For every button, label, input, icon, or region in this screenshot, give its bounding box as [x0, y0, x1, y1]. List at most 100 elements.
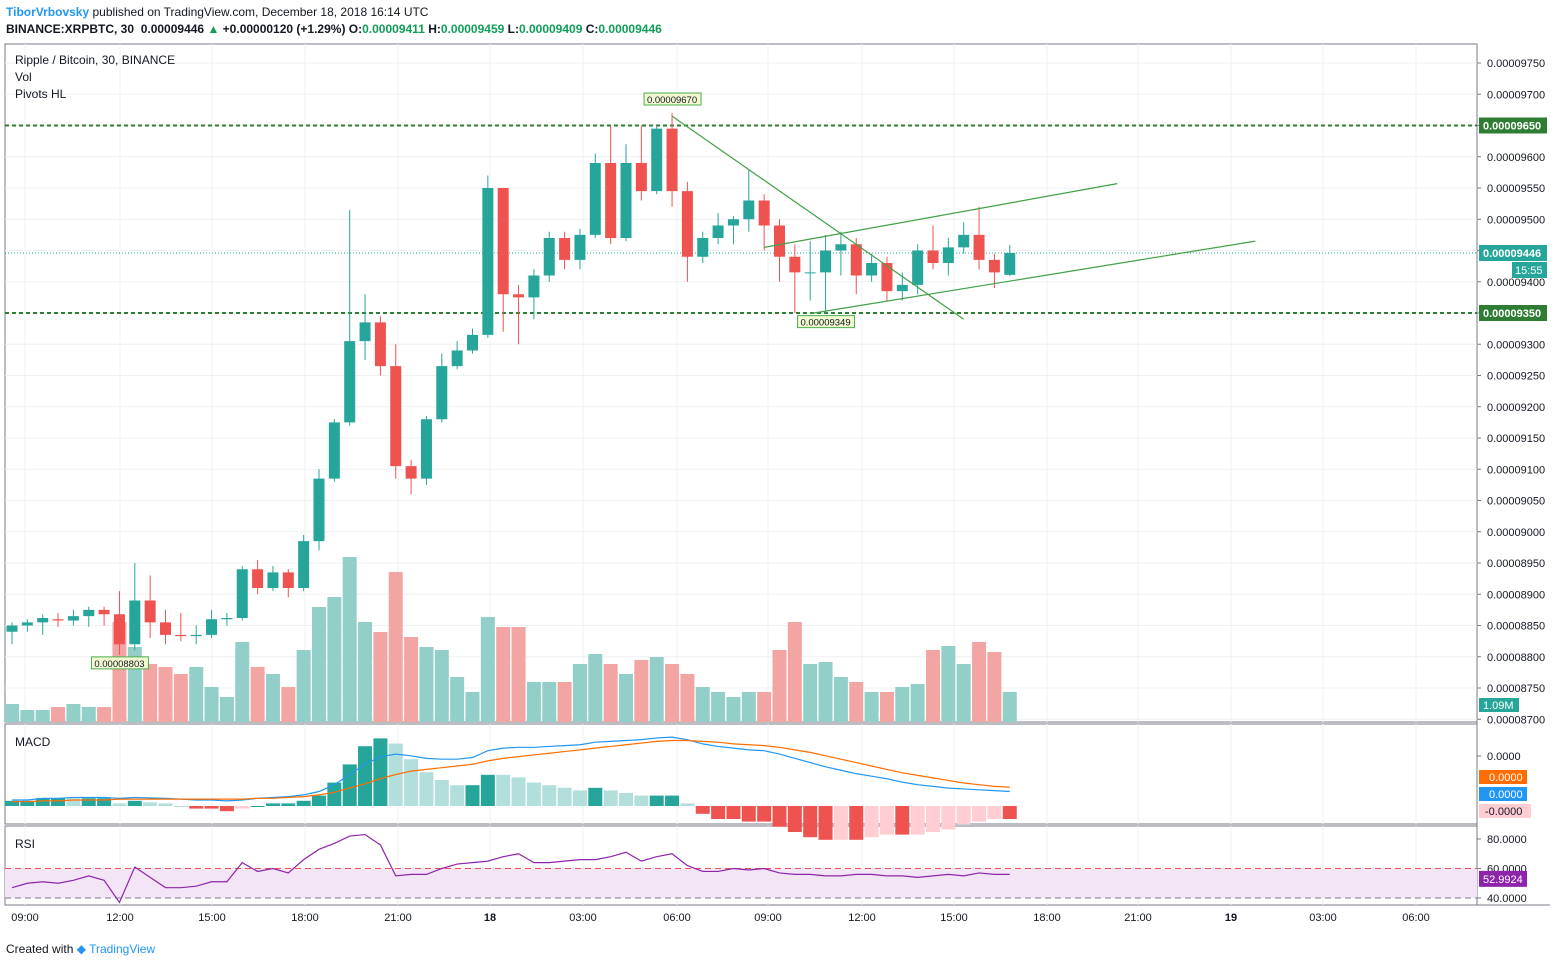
volume-bar [20, 710, 35, 722]
candle-body [67, 616, 79, 621]
volume-bar [219, 697, 234, 722]
macd-histogram-bar [404, 759, 419, 806]
candle-body [451, 350, 463, 367]
macd-histogram-bar [956, 806, 971, 825]
rsi-tick-label: 80.0000 [1487, 834, 1527, 846]
macd-histogram-bar [496, 774, 511, 806]
candle-body [1004, 253, 1016, 275]
volume-bar [741, 692, 756, 722]
macd-histogram-bar [189, 806, 204, 809]
volume-bar [941, 646, 956, 722]
candle-body [543, 238, 555, 276]
candle-body [958, 234, 970, 248]
candle-body [835, 244, 847, 251]
volume-bar [895, 687, 910, 722]
macd-histogram-bar [312, 795, 326, 806]
level-label-bg [1479, 305, 1547, 321]
vol-legend: Vol [15, 70, 32, 84]
macd-signal-tag: 0.0000 [1489, 772, 1523, 784]
macd-histogram-bar [864, 806, 879, 838]
change-value: +0.00000120 (+1.29%) [222, 22, 346, 36]
macd-line-tag-bg [1479, 787, 1527, 801]
macd-signal-tag-bg [1479, 770, 1527, 784]
price-tick-label: 0.00009700 [1487, 89, 1545, 101]
macd-histogram-bar [511, 777, 526, 806]
open-label: O: [348, 22, 363, 36]
macd-histogram-bar [373, 738, 388, 806]
candle-body [252, 569, 264, 588]
volume-bar [404, 637, 419, 722]
candle-body [912, 250, 924, 285]
candle-body [727, 219, 739, 226]
candle-body [98, 609, 110, 615]
price-tick-label: 0.00009000 [1487, 527, 1545, 539]
candle-body [528, 275, 540, 298]
time-tick-label: 21:00 [384, 912, 412, 924]
candle-body [83, 609, 95, 617]
candle-body [221, 618, 233, 620]
candle-body [850, 244, 862, 276]
macd-histogram-bar [849, 806, 864, 840]
macd-histogram-bar [649, 795, 664, 806]
volume-bar [327, 597, 342, 722]
macd-histogram-bar [480, 774, 495, 806]
macd-line-tag: 0.0000 [1489, 789, 1523, 801]
macd-histogram-bar [941, 806, 956, 830]
tradingview-brand[interactable]: TradingView [89, 942, 156, 956]
macd-histogram-bar [465, 785, 480, 806]
level-label-bg [1479, 117, 1547, 134]
macd-histogram-bar [634, 795, 649, 806]
macd-histogram-bar [281, 803, 296, 806]
price-tick-label: 0.00009050 [1487, 496, 1545, 508]
volume-bar [680, 674, 695, 722]
candle-body [866, 263, 878, 276]
candle-body [789, 256, 801, 273]
tradingview-logo-icon: ◆ [76, 942, 86, 956]
candle-body [605, 163, 617, 238]
pivot-label: 0.00008803 [94, 659, 144, 670]
macd-histogram-bar [972, 806, 987, 822]
publish-info: TiborVrbovsky published on TradingView.c… [6, 5, 428, 19]
candle-body [804, 272, 816, 274]
macd-histogram-bar [250, 806, 265, 807]
price-tick-label: 0.00008700 [1487, 714, 1545, 726]
pivots-legend: Pivots HL [15, 87, 67, 101]
pivot-label-bg [643, 92, 702, 106]
macd-histogram-bar [204, 806, 219, 809]
candle-body [774, 225, 785, 257]
main-legend: Ripple / Bitcoin, 30, BINANCE [15, 53, 176, 67]
volume-bar [879, 692, 894, 722]
up-arrow-icon: ▲ [207, 22, 220, 36]
volume-bar [972, 642, 987, 722]
price-tick-label: 0.00009500 [1487, 214, 1545, 226]
macd-histogram-bar [1002, 806, 1017, 819]
volume-bar [189, 667, 204, 722]
macd-histogram-bar [219, 806, 234, 812]
macd-histogram-bar [542, 785, 557, 806]
publisher-link[interactable]: TiborVrbovsky [6, 5, 90, 19]
symbol-name: BINANCE:XRPBTC, 30 [6, 22, 135, 36]
candle-body [497, 188, 509, 295]
candle-body [390, 366, 402, 467]
candle-body [681, 191, 693, 257]
macd-histogram-bar [833, 806, 848, 840]
macd-histogram-bar [879, 806, 894, 835]
volume-bar [603, 664, 618, 722]
volume-bar [450, 677, 465, 722]
macd-histogram-bar [127, 800, 142, 806]
macd-histogram-bar [603, 790, 618, 806]
macd-histogram-bar [97, 798, 112, 806]
close-value: 0.00009446 [598, 22, 662, 36]
macd-histogram-bar [265, 803, 280, 806]
high-value: 0.00009459 [440, 22, 505, 36]
volume-bar [695, 687, 710, 722]
last-value: 0.00009446 [140, 22, 205, 36]
volume-bar [204, 687, 219, 722]
macd-histogram-bar [434, 780, 449, 806]
candle-body [927, 250, 939, 263]
level-label: 0.00009650 [1483, 121, 1541, 133]
macd-histogram-bar [726, 806, 741, 819]
macd-histogram-bar [665, 795, 680, 806]
candle-body [635, 163, 647, 192]
